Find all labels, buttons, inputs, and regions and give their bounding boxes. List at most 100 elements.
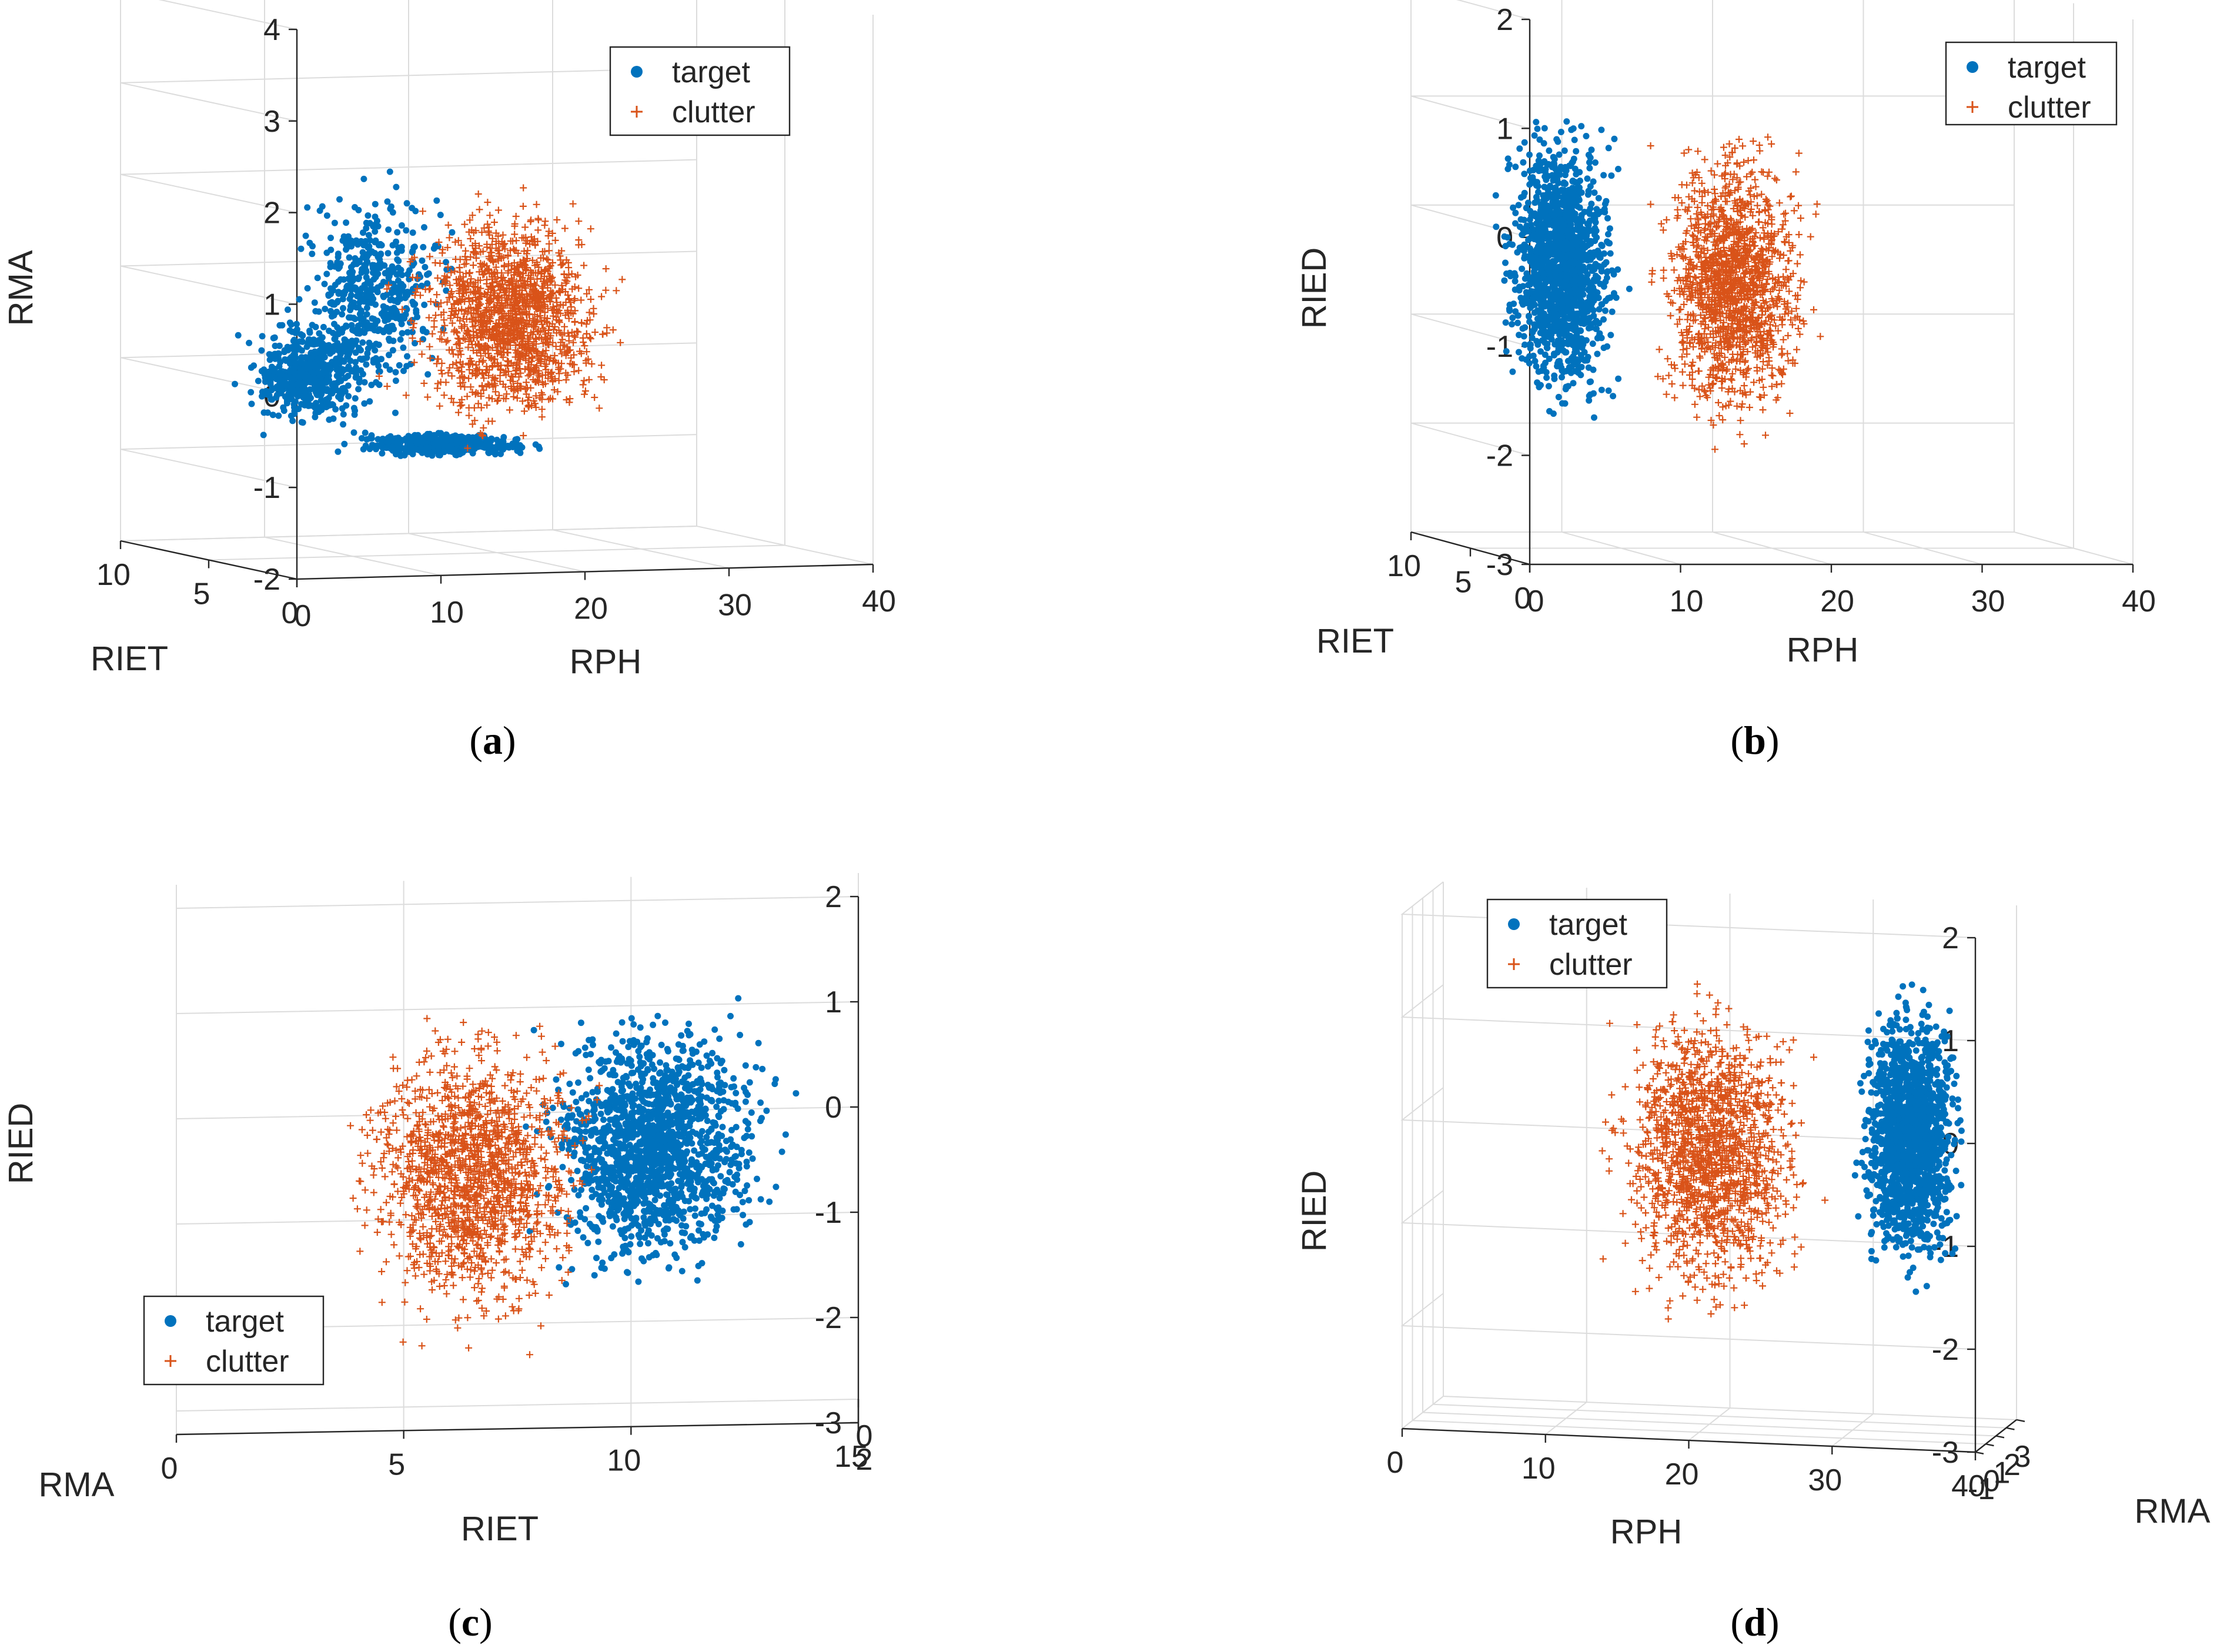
clutter-point xyxy=(465,404,473,412)
target-point xyxy=(1558,253,1565,260)
target-point xyxy=(259,333,266,340)
target-point xyxy=(1603,259,1610,266)
target-point xyxy=(273,394,280,401)
target-point xyxy=(1540,258,1547,265)
target-point xyxy=(357,307,365,314)
target-point xyxy=(392,377,399,384)
target-point xyxy=(246,339,253,346)
target-point xyxy=(1537,348,1544,355)
target-point xyxy=(293,320,300,327)
z-tick-label: 3 xyxy=(263,105,280,139)
target-point xyxy=(1546,147,1553,154)
clutter-point xyxy=(1657,220,1665,228)
target-point xyxy=(389,322,396,329)
target-point xyxy=(1573,310,1580,317)
clutter-point xyxy=(450,350,457,358)
target-point xyxy=(276,322,283,329)
grid-line xyxy=(1410,0,1530,565)
target-point xyxy=(412,438,419,445)
target-point xyxy=(1541,168,1549,175)
target-point xyxy=(1605,230,1611,238)
target-point xyxy=(260,409,267,416)
clutter-point xyxy=(449,293,456,300)
clutter-point xyxy=(588,360,596,367)
clutter-point xyxy=(561,323,569,330)
clutter-point xyxy=(467,235,474,242)
target-point xyxy=(1552,279,1559,286)
target-point xyxy=(329,299,335,306)
target-point xyxy=(297,245,305,252)
z-tick-label: 1 xyxy=(1496,112,1513,146)
target-point xyxy=(379,450,386,457)
target-point xyxy=(360,446,367,453)
target-point xyxy=(334,259,341,266)
clutter-point xyxy=(444,221,452,229)
target-point xyxy=(399,283,406,290)
clutter-point xyxy=(527,384,534,392)
target-point xyxy=(327,260,334,267)
y-tick-label: 30 xyxy=(1971,584,2005,618)
target-point xyxy=(340,358,347,365)
target-point xyxy=(1601,209,1609,216)
target-point xyxy=(312,323,319,330)
target-point xyxy=(327,402,333,409)
target-point xyxy=(1592,159,1599,166)
target-point xyxy=(279,382,286,389)
data-points xyxy=(232,168,626,459)
target-point xyxy=(1595,195,1602,202)
target-point xyxy=(1530,178,1537,185)
target-point xyxy=(1525,228,1532,235)
target-point xyxy=(1594,350,1601,357)
target-point xyxy=(1579,242,1586,248)
clutter-point xyxy=(591,394,598,401)
grid-line xyxy=(158,0,297,30)
clutter-point xyxy=(1656,346,1663,353)
target-point xyxy=(303,364,310,372)
clutter-point xyxy=(1660,266,1667,274)
clutter-point xyxy=(555,377,563,384)
target-point xyxy=(1540,271,1547,278)
target-point xyxy=(1561,400,1569,407)
target-point xyxy=(1506,307,1513,314)
target-point xyxy=(400,344,407,351)
target-point xyxy=(1538,160,1545,166)
y-tick-label: 40 xyxy=(862,584,896,618)
clutter-point xyxy=(591,329,599,336)
clutter-point xyxy=(571,319,579,326)
target-point xyxy=(1573,339,1580,346)
target-point xyxy=(1547,183,1554,190)
target-point xyxy=(1553,136,1560,143)
target-point xyxy=(363,256,370,262)
target-point xyxy=(1493,223,1500,230)
target-point xyxy=(433,197,440,204)
target-point xyxy=(1584,228,1591,235)
target-point xyxy=(343,323,350,330)
target-point xyxy=(1609,308,1616,315)
target-point xyxy=(351,411,358,418)
target-point xyxy=(1555,393,1562,400)
target-point xyxy=(386,366,393,373)
target-point xyxy=(1587,238,1594,245)
target-point xyxy=(291,410,298,417)
target-point xyxy=(1551,269,1559,276)
clutter-point xyxy=(519,202,527,210)
clutter-point xyxy=(465,412,473,419)
target-point xyxy=(1527,305,1534,312)
clutter-point xyxy=(1746,404,1753,411)
target-point xyxy=(1556,168,1563,175)
target-point xyxy=(339,385,346,392)
clutter-point xyxy=(602,265,610,273)
target-point xyxy=(1552,296,1559,303)
clutter-point xyxy=(499,231,507,239)
clutter-point xyxy=(1797,284,1804,292)
target-point xyxy=(1596,320,1603,327)
target-point xyxy=(393,315,399,322)
target-point xyxy=(404,289,411,295)
target-point xyxy=(1514,319,1521,326)
target-point xyxy=(1536,152,1543,159)
clutter-point xyxy=(545,247,553,255)
clutter-point xyxy=(1691,400,1698,408)
y-tick-label: 30 xyxy=(718,588,752,622)
target-point xyxy=(319,203,326,210)
target-point xyxy=(1567,222,1574,229)
